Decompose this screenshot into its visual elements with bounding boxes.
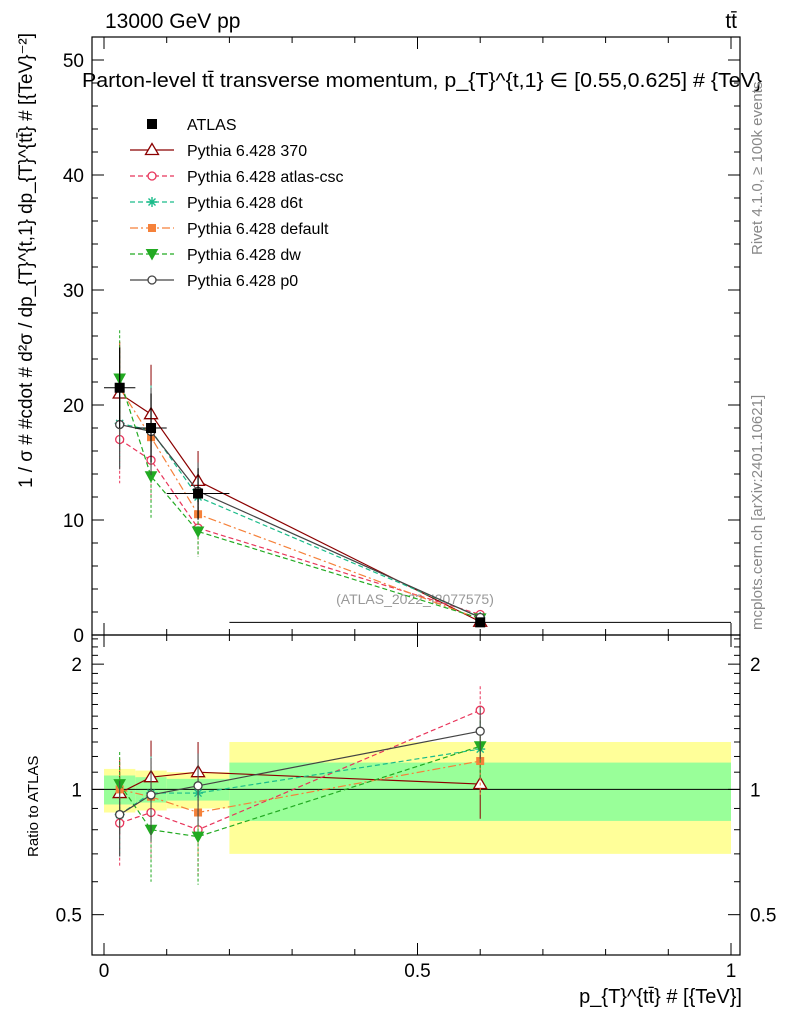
legend-atlas-marker <box>147 119 157 129</box>
x-tick-label: 1 <box>726 961 737 982</box>
chart-title: Parton-level tt̄ transverse momentum, p_… <box>82 70 762 92</box>
ratio-series-line <box>119 745 481 838</box>
data-point <box>193 488 204 499</box>
series-line <box>119 422 481 618</box>
y-tick-label: 40 <box>63 166 84 187</box>
ratio-point <box>475 726 485 736</box>
analysis-watermark: (ATLAS_2022_I2077575) <box>336 591 494 607</box>
ratio-axis-label: Ratio to ATLAS <box>25 756 42 857</box>
legend-label: Pythia 6.428 p0 <box>187 273 298 290</box>
series-line <box>119 392 481 623</box>
series-line <box>119 438 481 616</box>
main-panel-series <box>112 330 488 627</box>
ratio-point <box>191 831 205 844</box>
ratio-series-line <box>119 748 481 816</box>
legend-label: Pythia 6.428 370 <box>187 143 307 160</box>
x-tick-label: 0.5 <box>404 961 430 982</box>
data-point <box>475 617 486 628</box>
ratio-tick-label-right: 0.5 <box>750 906 776 927</box>
ratio-tick-label-right: 1 <box>750 780 761 801</box>
data-point <box>146 423 157 433</box>
ratio-point <box>115 809 125 820</box>
data-point <box>114 382 125 393</box>
series-line <box>119 378 481 619</box>
ratio-tick-label-right: 2 <box>750 655 761 676</box>
legend-marker <box>147 275 157 285</box>
ratio-tick-label: 2 <box>71 655 82 676</box>
ratio-tick-label: 1 <box>71 780 82 801</box>
y-tick-label: 0 <box>73 626 84 647</box>
x-axis-label: p_{T}^{tt̄} # [{TeV}] <box>579 986 742 1008</box>
legend-marker <box>147 171 157 181</box>
ratio-series-line <box>119 771 481 794</box>
x-tick-label: 0 <box>99 961 110 982</box>
series-line <box>119 423 481 619</box>
y-tick-label: 50 <box>63 51 84 72</box>
series-line <box>119 387 481 620</box>
ratio-series-line <box>119 709 481 831</box>
y-tick-label: 30 <box>63 281 84 302</box>
legend-atlas-label: ATLAS <box>187 117 237 134</box>
mcplots-side-label: mcplots.cern.ch [arXiv:2401.10621] <box>749 395 766 630</box>
rivet-side-label: Rivet 4.1.0, ≥ 100k events <box>749 82 766 255</box>
y-tick-label: 20 <box>63 396 84 417</box>
process-label: tt̄ <box>725 10 737 33</box>
legend-label: Pythia 6.428 dw <box>187 247 301 264</box>
legend: ATLAS Pythia 6.428 370 Pythia 6.428 atlas-… <box>130 117 344 290</box>
atlas-data-points <box>104 347 731 628</box>
ratio-series-line <box>119 730 481 816</box>
legend-label: Pythia 6.428 default <box>187 221 329 238</box>
ratio-panel-series <box>112 686 488 885</box>
ratio-point <box>193 781 203 791</box>
legend-marker <box>144 142 160 156</box>
legend-label: Pythia 6.428 d6t <box>187 195 303 212</box>
ratio-series-line <box>119 760 481 814</box>
legend-marker <box>148 224 156 232</box>
ratio-panel-frame <box>91 634 741 956</box>
y-axis-label: 1 / σ # #cdot # d²σ / dp_{T}^{t,1} dp_{T… <box>16 33 37 488</box>
legend-label: Pythia 6.428 atlas-csc <box>187 169 344 186</box>
ratio-point <box>146 790 156 800</box>
y-tick-label: 10 <box>63 511 84 532</box>
ratio-tick-label: 0.5 <box>56 906 82 927</box>
energy-label: 13000 GeV pp <box>105 10 240 33</box>
legend-marker <box>145 249 159 261</box>
series-point <box>191 526 205 539</box>
legend-marker <box>147 197 157 207</box>
